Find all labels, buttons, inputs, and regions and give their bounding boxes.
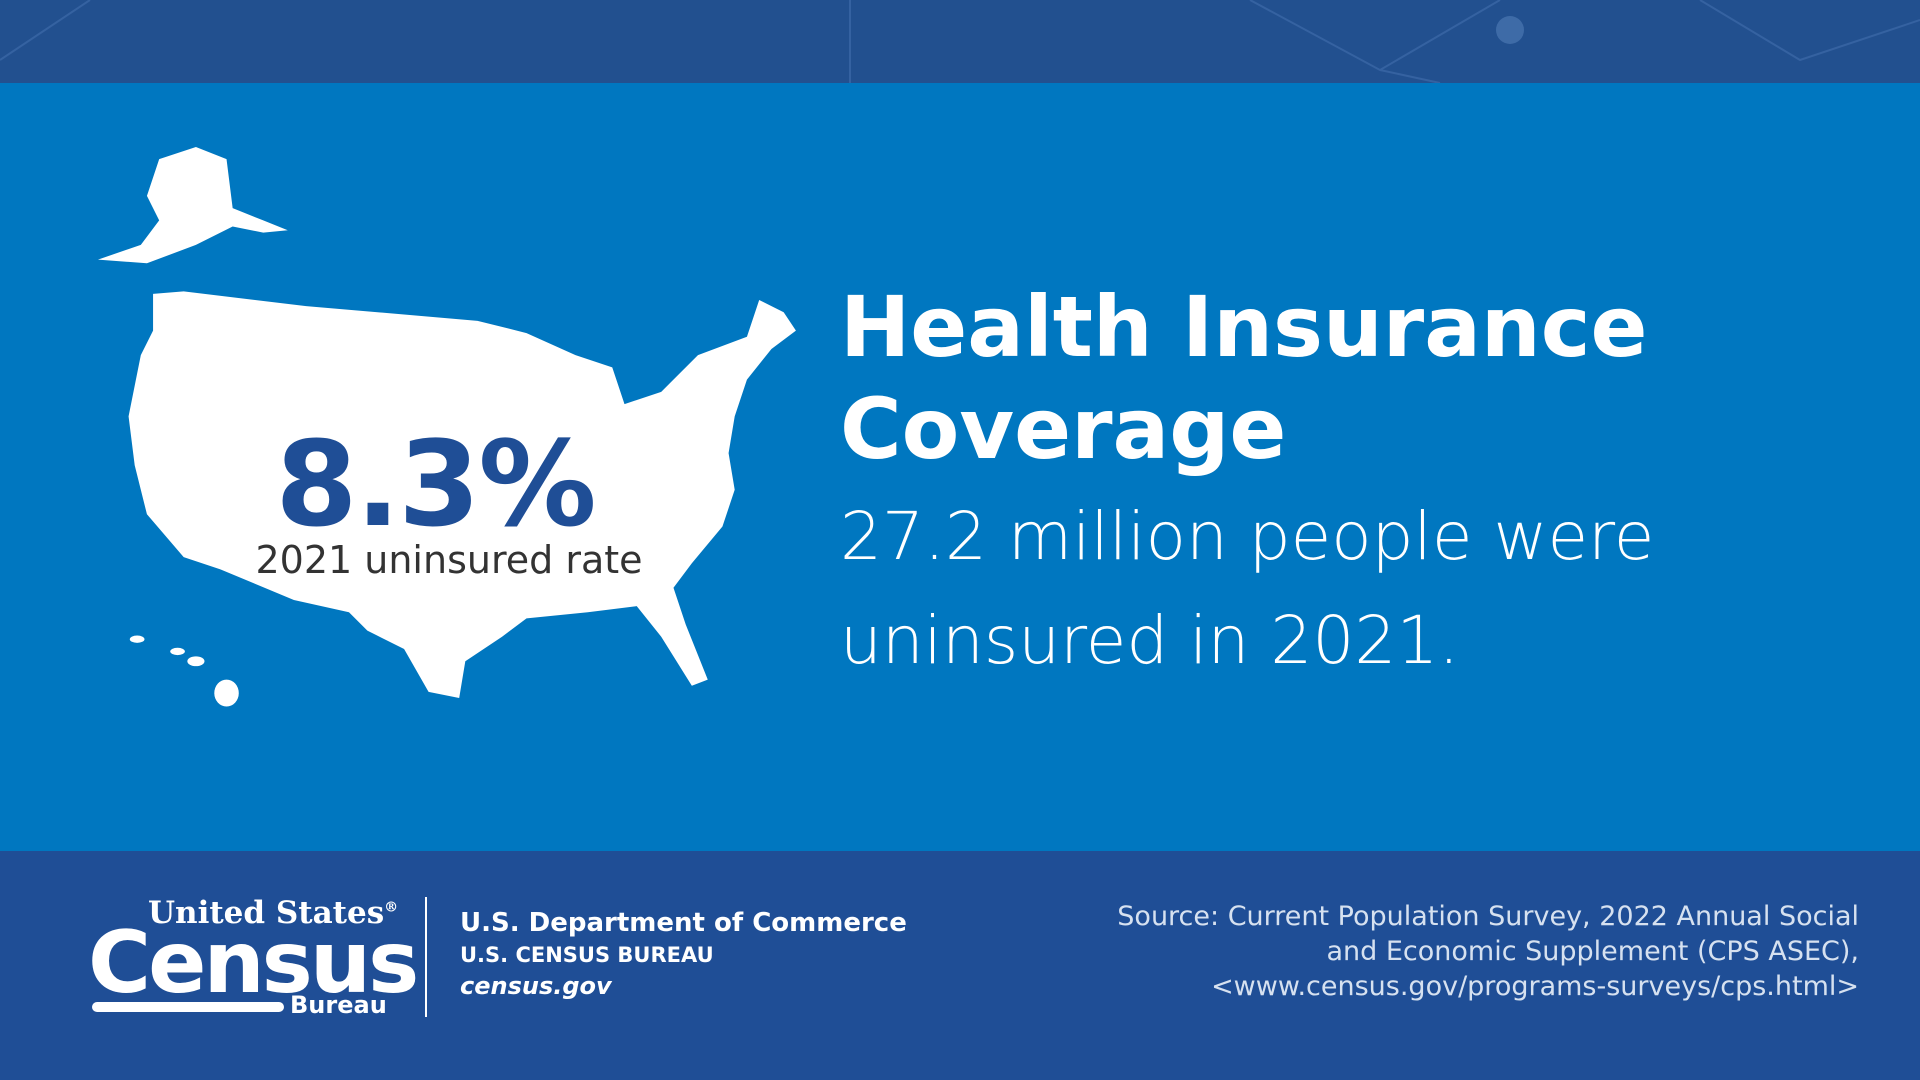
divider: [425, 897, 427, 1017]
dept: U.S. Department of Commerce: [460, 908, 907, 938]
logo-top: United States®: [148, 895, 398, 931]
stat-label: 2021 uninsured rate: [255, 538, 643, 582]
title-line: Coverage: [840, 380, 1287, 478]
body-line: 27.2 million people were: [840, 498, 1655, 575]
site: census.gov: [460, 972, 612, 1000]
logo-bottom: Bureau: [290, 991, 387, 1019]
top-band: [0, 0, 1920, 83]
source-line: <www.census.gov/programs-surveys/cps.htm…: [1211, 971, 1859, 1002]
logo-mark: ®: [384, 899, 399, 916]
footer: United States® Census Bureau U.S. Depart…: [0, 851, 1920, 1080]
title-line: Health Insurance: [840, 278, 1648, 376]
logo-underline: [92, 1002, 284, 1012]
us-map: [97, 146, 796, 707]
body-line: uninsured in 2021.: [840, 602, 1460, 679]
source-line: and Economic Supplement (CPS ASEC),: [1326, 936, 1859, 967]
source: Source: Current Population Survey, 2022 …: [1117, 899, 1859, 1004]
source-line: Source: Current Population Survey, 2022 …: [1117, 901, 1859, 932]
bureau: U.S. CENSUS BUREAU: [460, 943, 714, 967]
logo-main: Census: [88, 913, 419, 1013]
logo-text: United States: [148, 895, 385, 931]
stat-value: 8.3%: [275, 415, 596, 553]
